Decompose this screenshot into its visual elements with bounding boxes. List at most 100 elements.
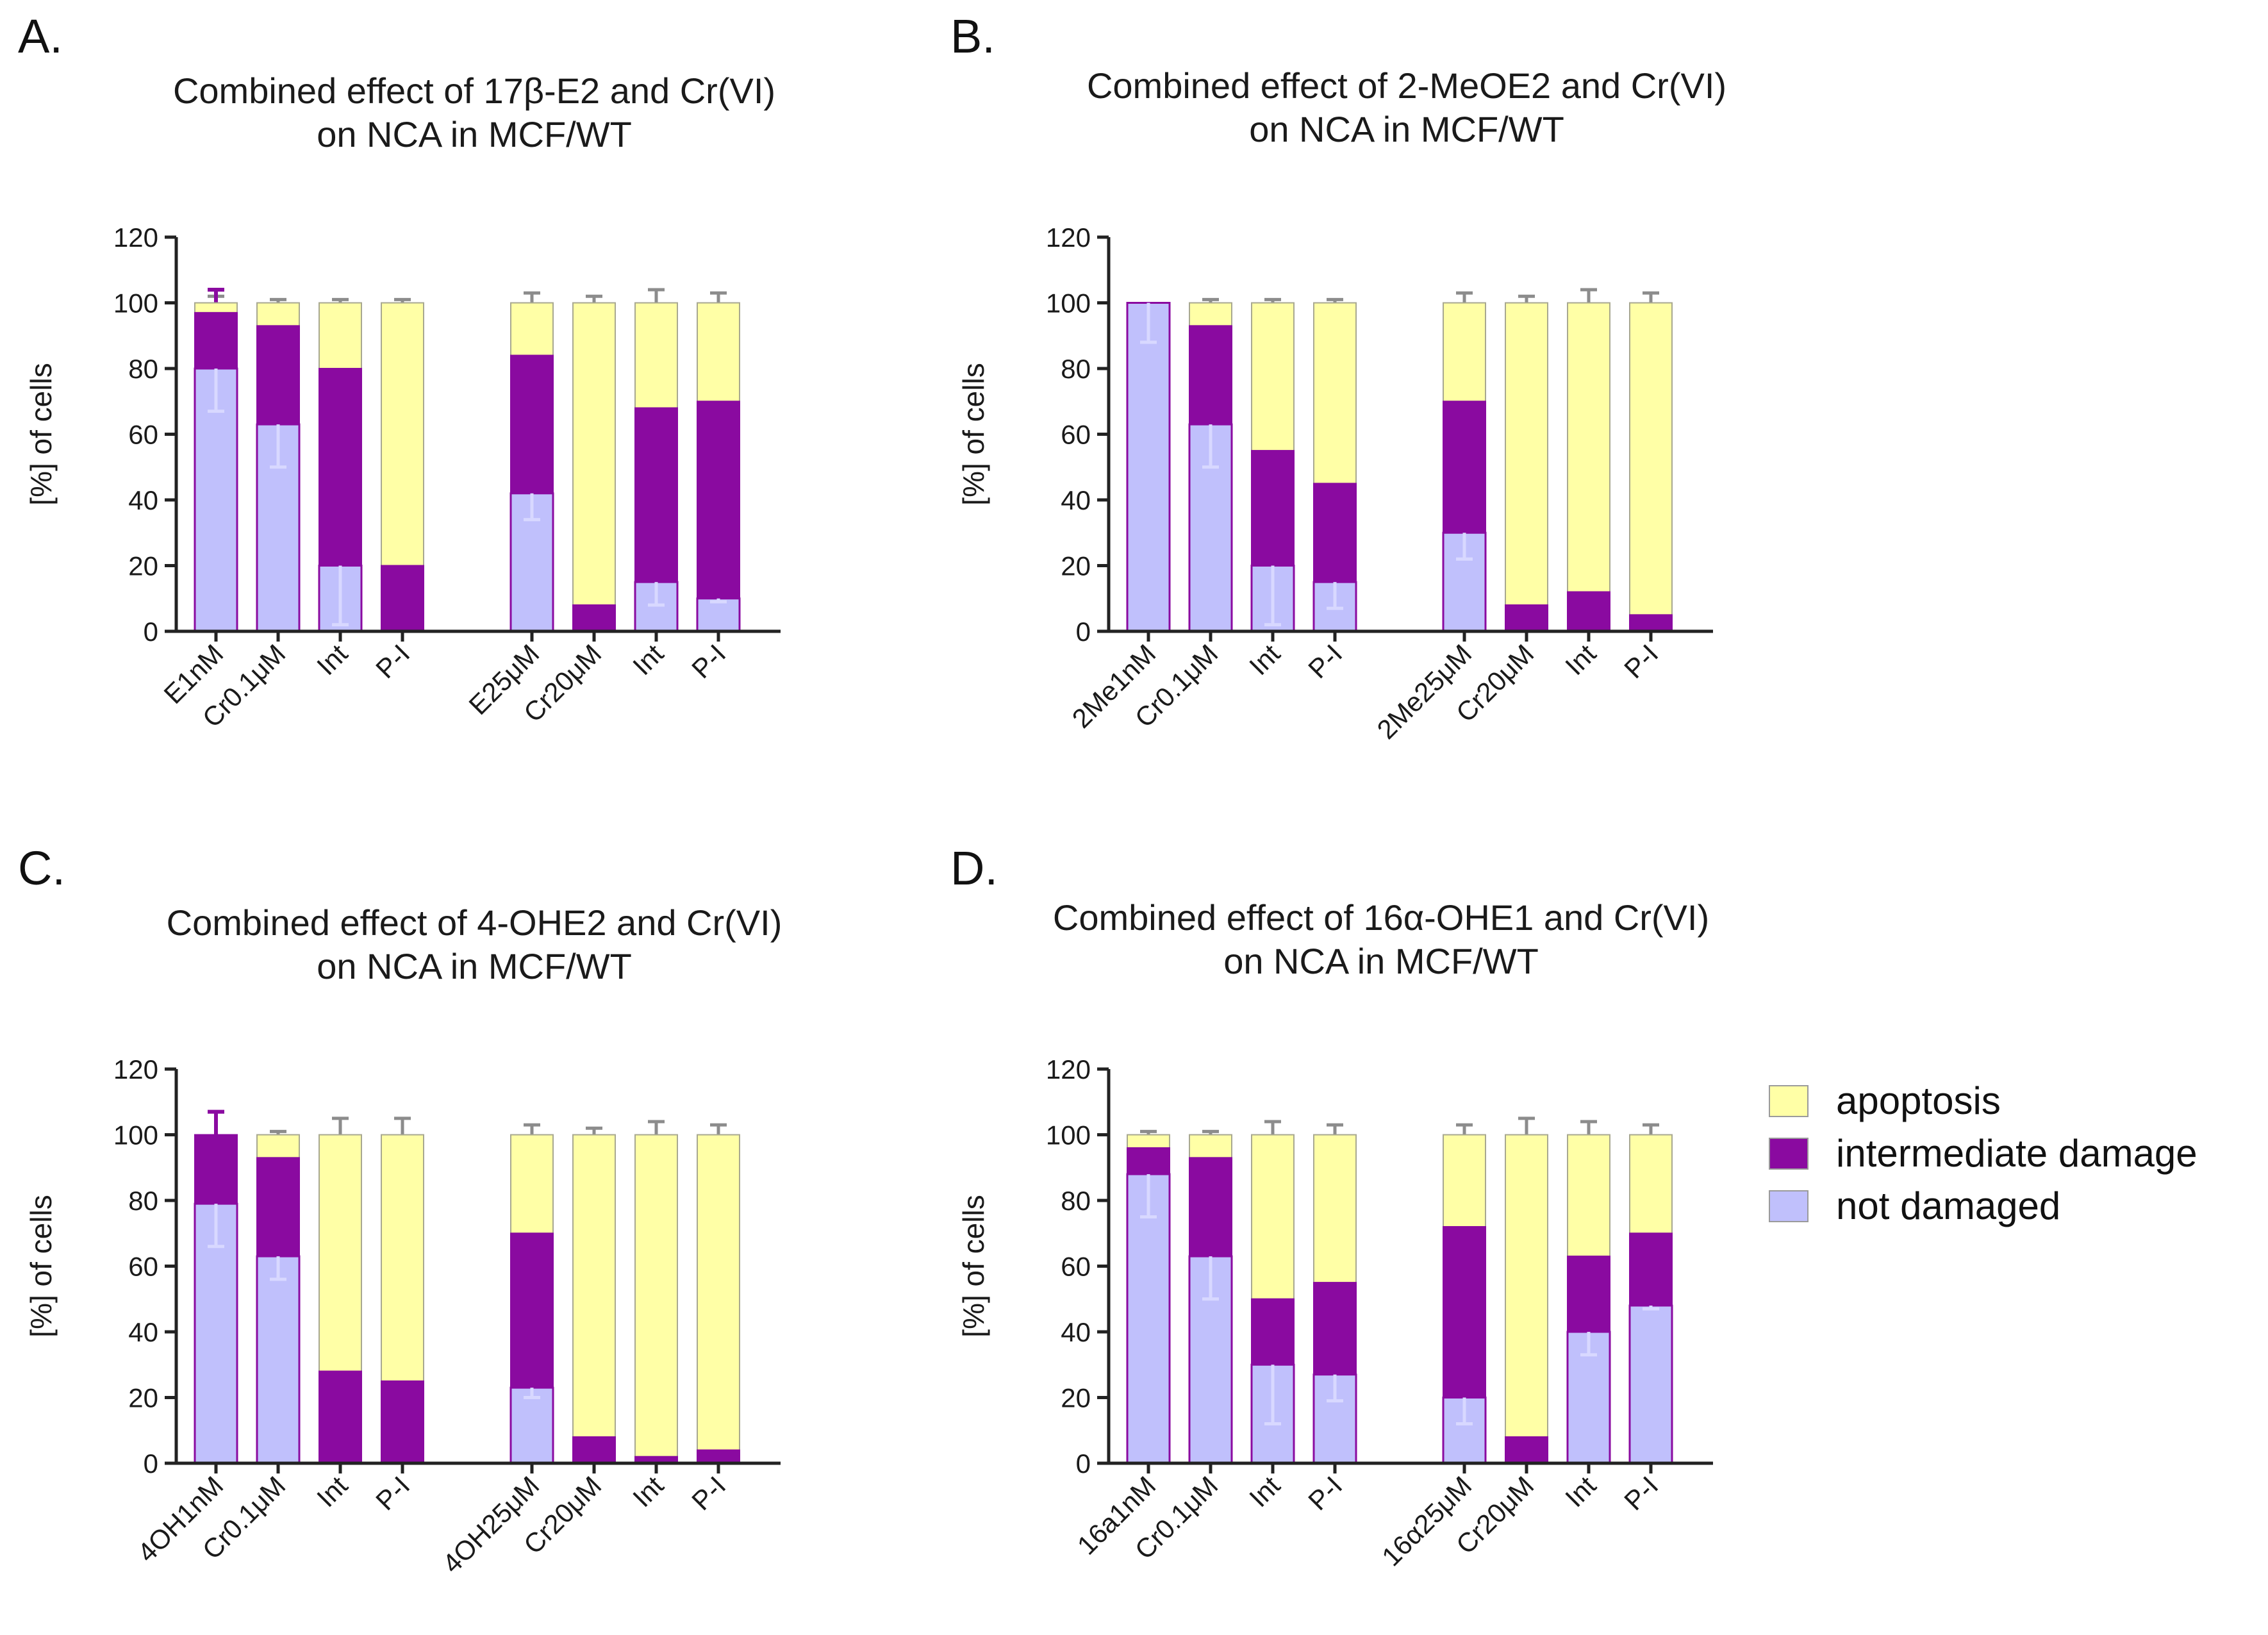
x-tick-label: P-I xyxy=(370,1470,415,1516)
bar-segment-apoptosis xyxy=(1127,1134,1170,1149)
bar-segment-not-damaged xyxy=(256,1255,301,1465)
y-tick-label: 60 xyxy=(1061,1252,1091,1282)
bar-segment-apoptosis xyxy=(510,302,554,356)
bar-segment-apoptosis xyxy=(634,302,678,409)
bar-segment-apoptosis xyxy=(256,1134,300,1159)
x-tick-label: Int xyxy=(1243,638,1286,681)
y-tick-label: 40 xyxy=(1061,1317,1091,1347)
y-tick-label: 100 xyxy=(113,288,158,319)
y-tick-label: 60 xyxy=(128,1252,158,1282)
bar-segment-apoptosis xyxy=(1313,1134,1357,1284)
bar-segment-intermediate xyxy=(1443,1226,1486,1398)
chart-title-line2: on NCA in MCF/WT xyxy=(317,114,632,154)
bar-segment-intermediate xyxy=(1443,401,1486,534)
bar-segment-intermediate xyxy=(634,407,678,583)
bar-segment-intermediate xyxy=(194,1134,238,1205)
chart-title-line1: Combined effect of 2-MeOE2 and Cr(VI) xyxy=(1086,65,1727,106)
bar-segment-intermediate xyxy=(319,1370,362,1464)
bar-segment-apoptosis xyxy=(1251,1134,1295,1300)
chart-title: Combined effect of 2-MeOE2 and Cr(VI) on… xyxy=(1054,64,1759,151)
bar-segment-intermediate xyxy=(381,1380,424,1464)
panel-a: A. Combined effect of 17β-E2 and Cr(VI) … xyxy=(0,0,1134,803)
y-axis-title: [%] of cells xyxy=(24,363,58,505)
bar-segment-apoptosis xyxy=(1567,1134,1610,1257)
bar-segment-intermediate xyxy=(1505,604,1548,632)
y-tick-label: 80 xyxy=(1061,354,1091,384)
x-tick-label: Int xyxy=(1559,638,1602,681)
chart-title-line1: Combined effect of 16α-OHE1 and Cr(VI) xyxy=(1052,897,1710,938)
chart-title-line1: Combined effect of 17β-E2 and Cr(VI) xyxy=(172,71,776,111)
bar-segment-intermediate xyxy=(256,1157,300,1257)
y-axis-title: [%] of cells xyxy=(957,1195,990,1337)
y-axis-title: [%] of cells xyxy=(957,363,990,505)
bar-segment-apoptosis xyxy=(1443,302,1486,403)
y-tick-label: 120 xyxy=(1046,1054,1091,1084)
chart-title: Combined effect of 16α-OHE1 and Cr(VI) o… xyxy=(1029,896,1734,983)
panel-letter: D. xyxy=(950,842,998,895)
chart-title: Combined effect of 4-OHE2 and Cr(VI) on … xyxy=(122,901,827,988)
x-tick-label: Int xyxy=(1243,1470,1286,1513)
x-tick-label: Int xyxy=(311,1470,353,1513)
bar-segment-apoptosis xyxy=(319,1134,362,1372)
x-tick-label: Int xyxy=(311,638,353,681)
chart-title-line2: on NCA in MCF/WT xyxy=(1223,941,1539,981)
y-tick-label: 0 xyxy=(144,617,158,647)
x-tick-label: P-I xyxy=(1302,638,1348,684)
x-tick-label: Int xyxy=(627,638,669,681)
x-tick-label: P-I xyxy=(686,1470,731,1516)
chart-title: Combined effect of 17β-E2 and Cr(VI) on … xyxy=(122,69,827,156)
bar-segment-intermediate xyxy=(1313,483,1357,583)
panel-letter: B. xyxy=(950,10,995,63)
bar-segment-apoptosis xyxy=(194,302,238,313)
x-tick-label: Int xyxy=(1559,1470,1602,1513)
bar-segment-apoptosis xyxy=(697,302,740,403)
y-tick-label: 0 xyxy=(1076,617,1091,647)
bar-segment-intermediate xyxy=(194,311,238,369)
y-tick-label: 80 xyxy=(128,1186,158,1216)
bar-segment-apoptosis xyxy=(1629,302,1673,616)
y-tick-label: 40 xyxy=(1061,485,1091,515)
y-tick-label: 20 xyxy=(128,551,158,581)
x-tick-label: P-I xyxy=(686,638,731,684)
y-tick-label: 80 xyxy=(128,354,158,384)
legend-label: apoptosis xyxy=(1836,1079,2001,1122)
bar-segment-not-damaged xyxy=(696,597,741,633)
bar-segment-intermediate xyxy=(572,1436,616,1464)
panel-c: C. Combined effect of 4-OHE2 and Cr(VI) … xyxy=(0,832,1134,1635)
bar-segment-apoptosis xyxy=(510,1134,554,1234)
x-tick-label: 16α25μM xyxy=(1376,1470,1477,1572)
y-tick-label: 60 xyxy=(1061,420,1091,450)
bar-segment-intermediate xyxy=(1505,1436,1548,1464)
y-tick-label: 40 xyxy=(128,485,158,515)
bar-segment-apoptosis xyxy=(1443,1134,1486,1227)
bar-segment-intermediate xyxy=(381,565,424,632)
chart-title-line2: on NCA in MCF/WT xyxy=(317,946,632,986)
bar-segment-intermediate xyxy=(572,604,616,632)
bar-segment-apoptosis xyxy=(572,1134,616,1438)
y-tick-label: 80 xyxy=(1061,1186,1091,1216)
y-tick-label: 40 xyxy=(128,1317,158,1347)
bar-segment-apoptosis xyxy=(381,1134,424,1382)
legend-swatch-apoptosis xyxy=(1769,1085,1809,1117)
x-tick-label: 4OH25μM xyxy=(436,1470,545,1579)
panel-d: D. Combined effect of 16α-OHE1 and Cr(VI… xyxy=(932,832,2067,1635)
bar-segment-intermediate xyxy=(697,401,740,599)
panel-letter: C. xyxy=(18,842,65,895)
y-tick-label: 60 xyxy=(128,420,158,450)
y-tick-label: 100 xyxy=(113,1120,158,1150)
y-tick-label: 0 xyxy=(1076,1448,1091,1479)
bar-segment-intermediate xyxy=(510,1232,554,1389)
panel-b: B. Combined effect of 2-MeOE2 and Cr(VI)… xyxy=(932,0,2067,803)
y-tick-label: 120 xyxy=(113,1054,158,1084)
bar-segment-intermediate xyxy=(1313,1282,1357,1375)
x-tick-label: P-I xyxy=(1302,1470,1348,1516)
bar-segment-apoptosis xyxy=(1189,302,1232,327)
legend-swatch-intermediate-damage xyxy=(1769,1138,1809,1170)
bar-segment-intermediate xyxy=(1567,591,1610,632)
bar-segment-apoptosis xyxy=(1505,302,1548,606)
bar-segment-not-damaged xyxy=(1628,1304,1673,1465)
